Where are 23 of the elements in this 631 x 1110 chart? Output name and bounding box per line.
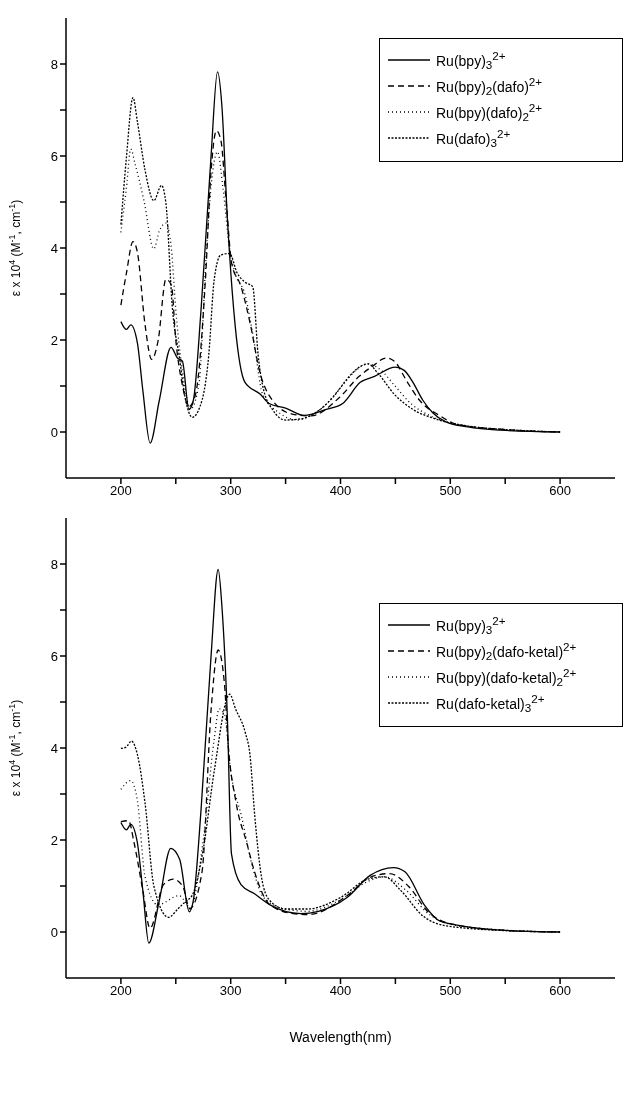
legend-label: Ru(bpy)$_{2}$(dafo-ketal)$^{2+}$ xyxy=(436,639,577,663)
y-tick-label: 4 xyxy=(50,740,58,756)
legend-label: Ru(bpy)$_{2}$(dafo)$^{2+}$ xyxy=(436,74,543,98)
x-tick-label: 500 xyxy=(439,483,462,499)
x-tick-label: 200 xyxy=(110,483,132,499)
y-tick-label: 2 xyxy=(50,832,58,848)
y-tick-label: 0 xyxy=(50,424,58,440)
x-tick-label: 600 xyxy=(549,983,571,999)
y-tick-label: 0 xyxy=(50,924,58,940)
x-tick-label: 600 xyxy=(549,483,571,499)
x-axis-title: Wavelength(nm) xyxy=(289,1029,392,1045)
y-tick-label: 8 xyxy=(50,56,58,72)
y-tick-label: 4 xyxy=(50,240,58,256)
x-tick-label: 300 xyxy=(219,983,242,999)
y-tick-label: 8 xyxy=(50,556,58,572)
x-tick-label: 300 xyxy=(219,483,242,499)
y-tick-label: 6 xyxy=(50,148,58,164)
x-tick-label: 500 xyxy=(439,983,462,999)
y-tick-label: 6 xyxy=(50,648,58,664)
x-tick-label: 400 xyxy=(329,483,352,499)
x-tick-label: 200 xyxy=(110,983,132,999)
x-tick-label: 400 xyxy=(329,983,352,999)
y-tick-label: 2 xyxy=(50,332,58,348)
